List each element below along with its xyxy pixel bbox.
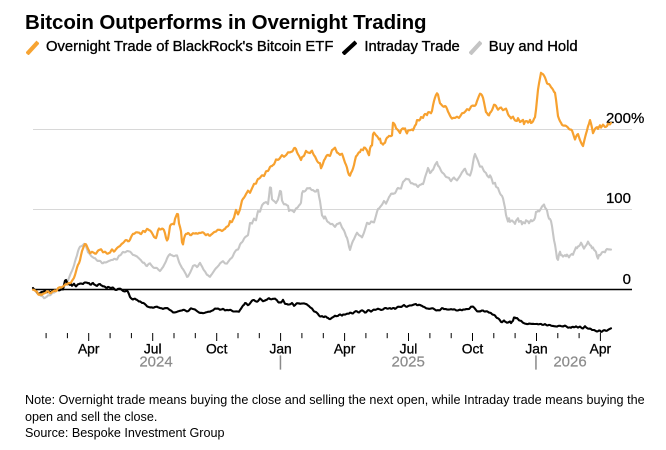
- svg-text:|: |: [278, 354, 282, 371]
- svg-text:Oct: Oct: [462, 342, 484, 357]
- svg-text:Apr: Apr: [78, 342, 100, 357]
- svg-text:Apr: Apr: [590, 342, 612, 357]
- svg-text:Jan: Jan: [525, 342, 547, 357]
- svg-text:Jul: Jul: [400, 342, 418, 357]
- svg-text:Oct: Oct: [206, 342, 228, 357]
- svg-text:2025: 2025: [392, 354, 425, 371]
- svg-text:100: 100: [606, 190, 631, 207]
- svg-text:2024: 2024: [139, 354, 172, 371]
- svg-text:200: 200: [606, 110, 631, 127]
- svg-text:Jul: Jul: [144, 342, 162, 357]
- svg-text:Jan: Jan: [269, 342, 291, 357]
- svg-text:Apr: Apr: [334, 342, 356, 357]
- svg-text:|: |: [534, 354, 538, 371]
- svg-text:2026: 2026: [553, 354, 586, 371]
- svg-text:%: %: [631, 110, 644, 127]
- svg-text:0: 0: [623, 271, 631, 288]
